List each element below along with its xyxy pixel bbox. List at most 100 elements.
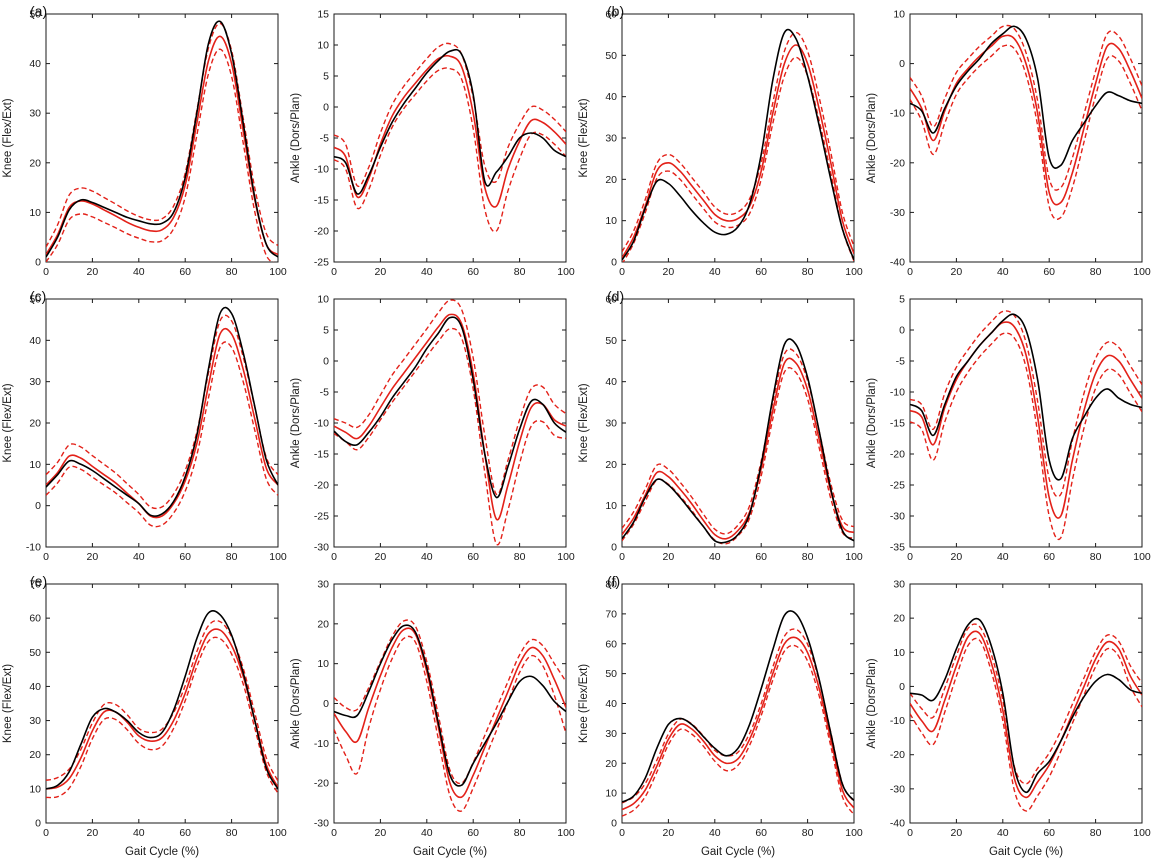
svg-text:30: 30 — [317, 579, 329, 591]
svg-text:40: 40 — [709, 266, 721, 278]
svg-text:40: 40 — [605, 698, 617, 710]
svg-text:100: 100 — [269, 827, 287, 839]
svg-text:Knee (Flex/Ext): Knee (Flex/Ext) — [2, 383, 14, 462]
svg-text:40: 40 — [997, 827, 1009, 839]
svg-text:0: 0 — [35, 257, 41, 269]
svg-text:Knee (Flex/Ext): Knee (Flex/Ext) — [578, 98, 590, 177]
svg-text:100: 100 — [845, 827, 863, 839]
svg-text:40: 40 — [29, 58, 41, 70]
svg-text:0: 0 — [907, 827, 913, 839]
svg-text:20: 20 — [605, 174, 617, 186]
panel-label-c: (c) — [30, 288, 47, 304]
svg-text:80: 80 — [1090, 266, 1102, 278]
svg-text:-40: -40 — [890, 818, 905, 830]
svg-text:0: 0 — [323, 698, 329, 710]
svg-text:Gait Cycle (%): Gait Cycle (%) — [989, 846, 1063, 858]
svg-text:100: 100 — [1133, 827, 1151, 839]
chart-a-knee: 0 20 40 60 80 100 0 10 20 30 40 50 Knee (Flex/Ext) — [0, 0, 288, 285]
svg-text:30: 30 — [29, 715, 41, 727]
svg-text:-10: -10 — [314, 738, 329, 750]
panel-label-b: (b) — [607, 3, 625, 19]
chart-a-ankle: 0 20 40 60 80 100 -25 -20 -15 -10 -5 0 5 10 15 Ankle (D… — [288, 0, 576, 285]
chart-b-knee: 0 20 40 60 80 100 0 10 20 30 40 50 60 Knee (Flex/Ext) — [576, 0, 864, 285]
svg-text:15: 15 — [317, 9, 329, 21]
svg-text:60: 60 — [1043, 551, 1055, 563]
svg-text:0: 0 — [323, 356, 329, 368]
svg-text:80: 80 — [226, 827, 238, 839]
svg-text:30: 30 — [29, 376, 41, 388]
svg-text:30: 30 — [893, 579, 905, 591]
svg-text:40: 40 — [133, 551, 145, 563]
svg-text:-15: -15 — [890, 418, 905, 430]
svg-text:50: 50 — [29, 647, 41, 659]
svg-text:10: 10 — [605, 215, 617, 227]
svg-text:80: 80 — [802, 827, 814, 839]
svg-text:0: 0 — [907, 551, 913, 563]
svg-text:-20: -20 — [314, 778, 329, 790]
svg-text:20: 20 — [951, 551, 963, 563]
svg-text:40: 40 — [421, 827, 433, 839]
svg-text:20: 20 — [29, 749, 41, 761]
svg-text:80: 80 — [226, 551, 238, 563]
chart-e-knee: 0 20 40 60 80 100 0 10 20 30 40 50 60 70 Knee (Flex/Ex… — [0, 570, 288, 860]
svg-text:-25: -25 — [314, 511, 329, 523]
svg-text:0: 0 — [43, 551, 49, 563]
svg-text:-20: -20 — [890, 449, 905, 461]
svg-text:50: 50 — [605, 668, 617, 680]
chart-e-ankle: 0 20 40 60 80 100 -30 -20 -10 0 10 20 30 Ankle (Dors/… — [288, 570, 576, 860]
svg-text:20: 20 — [375, 551, 387, 563]
svg-text:5: 5 — [323, 71, 329, 83]
svg-text:-25: -25 — [314, 257, 329, 269]
svg-text:0: 0 — [43, 827, 49, 839]
svg-text:70: 70 — [605, 608, 617, 620]
svg-text:40: 40 — [997, 266, 1009, 278]
svg-text:-30: -30 — [890, 207, 905, 219]
svg-text:30: 30 — [605, 418, 617, 430]
svg-text:80: 80 — [514, 551, 526, 563]
svg-text:20: 20 — [951, 827, 963, 839]
svg-text:20: 20 — [87, 551, 99, 563]
svg-text:20: 20 — [663, 827, 675, 839]
svg-text:50: 50 — [29, 9, 41, 21]
panel-label-f: (f) — [607, 573, 621, 589]
svg-text:0: 0 — [611, 542, 617, 554]
svg-text:40: 40 — [605, 376, 617, 388]
svg-text:10: 10 — [29, 207, 41, 219]
svg-text:-10: -10 — [314, 418, 329, 430]
svg-text:0: 0 — [43, 266, 49, 278]
svg-text:60: 60 — [605, 638, 617, 650]
svg-text:100: 100 — [269, 551, 287, 563]
svg-text:-40: -40 — [890, 257, 905, 269]
svg-text:-15: -15 — [314, 449, 329, 461]
svg-text:0: 0 — [899, 325, 905, 337]
svg-text:-5: -5 — [896, 356, 905, 368]
svg-text:-20: -20 — [314, 226, 329, 238]
svg-text:100: 100 — [557, 827, 575, 839]
svg-text:Knee (Flex/Ext): Knee (Flex/Ext) — [2, 98, 14, 177]
svg-text:30: 30 — [29, 108, 41, 120]
svg-text:0: 0 — [331, 827, 337, 839]
svg-text:Gait Cycle (%): Gait Cycle (%) — [701, 846, 775, 858]
svg-text:40: 40 — [133, 827, 145, 839]
svg-text:Gait Cycle (%): Gait Cycle (%) — [125, 846, 199, 858]
chart-f-ankle: 0 20 40 60 80 100 -40 -30 -20 -10 0 10 20 30 Ankle (Do… — [864, 570, 1151, 860]
svg-text:30: 30 — [605, 133, 617, 145]
svg-text:20: 20 — [893, 613, 905, 625]
svg-text:60: 60 — [755, 827, 767, 839]
panel-label-a: (a) — [30, 3, 48, 19]
svg-text:50: 50 — [605, 335, 617, 347]
svg-text:-30: -30 — [314, 818, 329, 830]
chart-f-knee: 0 20 40 60 80 100 0 10 20 30 40 50 60 70 80 Knee (Flex/… — [576, 570, 864, 860]
chart-c-knee: 0 20 40 60 80 100 -10 0 10 20 30 40 50 Knee (Flex/Ext… — [0, 285, 288, 570]
svg-text:20: 20 — [951, 266, 963, 278]
svg-text:-20: -20 — [890, 157, 905, 169]
svg-text:Ankle (Dors/Plan): Ankle (Dors/Plan) — [866, 378, 878, 468]
chart-b-ankle: 0 20 40 60 80 100 -40 -30 -20 -10 0 10 Ankle (Dors/P… — [864, 0, 1151, 285]
svg-text:0: 0 — [899, 681, 905, 693]
svg-text:40: 40 — [709, 551, 721, 563]
svg-text:10: 10 — [317, 294, 329, 306]
svg-text:0: 0 — [907, 266, 913, 278]
svg-text:60: 60 — [605, 9, 617, 21]
